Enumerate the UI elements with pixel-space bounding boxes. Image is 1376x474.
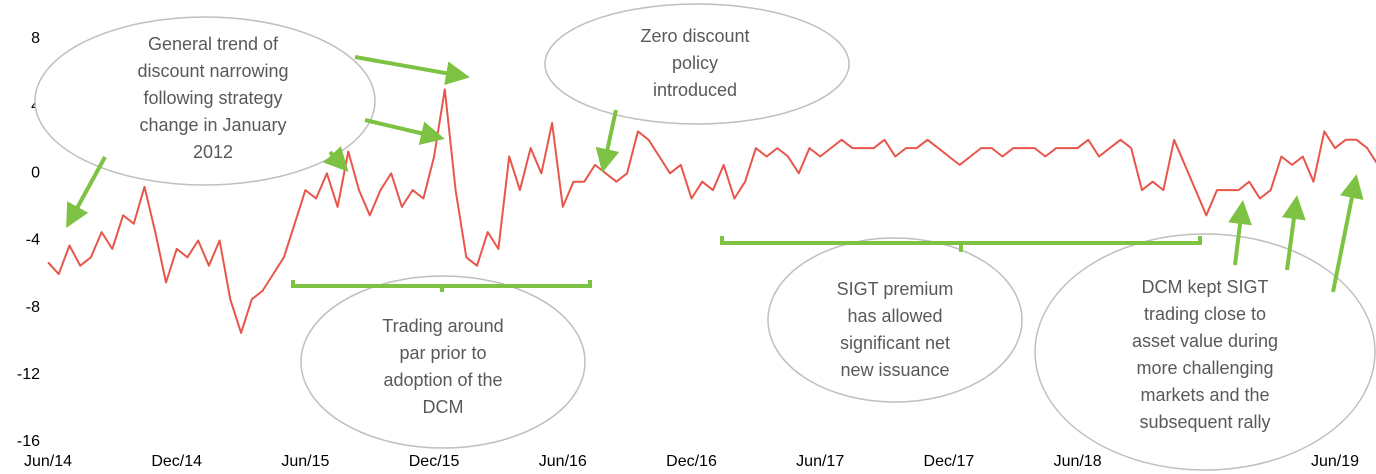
line — [47, 88, 1376, 334]
annotation-bubble — [544, 3, 850, 125]
annotation-text: adoption of the — [383, 370, 502, 390]
x-tick-label: Jun/16 — [539, 453, 587, 470]
arrow — [1331, 174, 1364, 293]
y-tick-label: -16 — [17, 433, 40, 450]
bracket — [291, 280, 592, 292]
annotation-text: par prior to — [399, 343, 486, 363]
arrow — [323, 146, 349, 172]
y-tick-label: -12 — [17, 366, 40, 383]
arrow — [364, 118, 445, 146]
annotation-bubble — [34, 16, 376, 186]
x-tick-label: Jun/17 — [796, 453, 844, 470]
x-tick-label: Dec/14 — [151, 453, 202, 470]
arrow — [595, 109, 620, 173]
x-tick-label: Jun/18 — [1054, 453, 1102, 470]
annotation-text: significant net — [840, 333, 950, 353]
y-tick-label: -8 — [26, 299, 40, 316]
annotation-text: introduced — [653, 80, 737, 100]
annotation-text: policy — [672, 53, 718, 73]
x-tick-label: Jun/15 — [281, 453, 329, 470]
x-tick-label: Dec/16 — [666, 453, 717, 470]
annotation-bubble — [300, 275, 586, 449]
arrow — [1228, 200, 1252, 266]
annotation-text: more challenging — [1136, 358, 1273, 378]
arrow — [1281, 195, 1306, 271]
bracket — [720, 236, 1202, 252]
annotation-text: Trading around — [382, 316, 503, 336]
arrow — [354, 55, 470, 86]
annotation-text: subsequent rally — [1139, 412, 1270, 432]
annotation-text: General trend of — [148, 34, 279, 54]
annotation-text: discount narrowing — [137, 61, 288, 81]
x-tick-label: Jun/14 — [24, 453, 72, 470]
annotation-text: markets and the — [1140, 385, 1269, 405]
annotation-text: DCM kept SIGT — [1141, 277, 1268, 297]
y-tick-label: -4 — [26, 232, 40, 249]
annotation-text: 2012 — [193, 142, 233, 162]
x-tick-label: Jun/19 — [1311, 453, 1359, 470]
arrows — [66, 55, 1364, 293]
annotation-text: SIGT premium — [837, 279, 954, 299]
annotation-text: following strategy — [143, 88, 282, 108]
x-tick-label: Dec/17 — [924, 453, 975, 470]
y-tick-label: 0 — [31, 165, 40, 182]
y-tick-label: 8 — [31, 30, 40, 47]
annotation-text: Zero discount — [640, 26, 749, 46]
annotation-bubble — [767, 237, 1023, 403]
annotation-text: has allowed — [847, 306, 942, 326]
annotation-text: trading close to — [1144, 304, 1266, 324]
x-tick-label: Dec/15 — [409, 453, 460, 470]
annotation-text: change in January — [139, 115, 286, 135]
annotation-bubble — [1034, 233, 1376, 471]
annotations: General trend of discount narrowing follow… — [34, 3, 1376, 471]
arrow — [66, 156, 107, 229]
annotation-text: DCM — [423, 397, 464, 417]
annotation-text: asset value during — [1132, 331, 1278, 351]
brackets — [291, 236, 1202, 292]
annotation-text: new issuance — [840, 360, 949, 380]
